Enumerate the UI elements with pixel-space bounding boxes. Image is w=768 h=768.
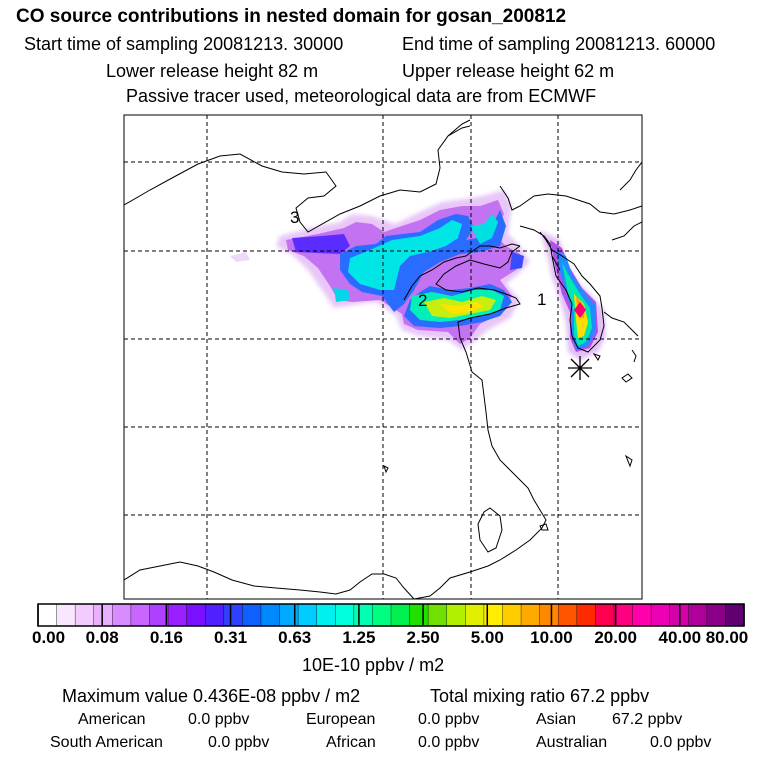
australian-label: Australian bbox=[536, 734, 608, 751]
colorbar-tick-label: 2.50 bbox=[406, 628, 440, 647]
african-label: African bbox=[326, 734, 376, 751]
colorbar-tick-label: 80.00 bbox=[705, 628, 749, 647]
colorbar-unit: 10E-10 ppbv / m2 bbox=[302, 655, 445, 675]
colorbar-tick-label: 0.00 bbox=[32, 628, 66, 647]
colorbar-tick-label: 5.00 bbox=[470, 628, 504, 647]
european-label: European bbox=[306, 711, 376, 728]
colorbar-tick-label: 1.25 bbox=[342, 628, 376, 647]
tracer-info: Passive tracer used, meteorological data… bbox=[126, 86, 597, 106]
asian-label: Asian bbox=[536, 711, 577, 728]
map-panel: 3 2 1 bbox=[123, 114, 643, 600]
lat-lon-grid bbox=[124, 115, 642, 599]
map-label-3: 3 bbox=[290, 208, 299, 227]
south-american-label: South American bbox=[50, 734, 163, 751]
coastlines bbox=[124, 119, 642, 599]
european-value: 0.0 ppbv bbox=[418, 711, 480, 728]
south-american-value: 0.0 ppbv bbox=[208, 734, 270, 751]
map-frame bbox=[123, 114, 643, 600]
african-value: 0.0 ppbv bbox=[418, 734, 480, 751]
plot-title: CO source contributions in nested domain… bbox=[16, 6, 567, 27]
concentration-plume bbox=[230, 190, 606, 360]
colorbar-tick-label: 0.08 bbox=[85, 628, 119, 647]
map-label-2: 2 bbox=[418, 291, 427, 310]
colorbar-tick-label: 20.00 bbox=[594, 628, 637, 647]
maximum-value: Maximum value 0.436E-08 ppbv / m2 bbox=[62, 686, 361, 706]
lower-release-height: Lower release height 82 m bbox=[106, 61, 319, 81]
start-time: Start time of sampling 20081213. 30000 bbox=[24, 34, 344, 54]
colorbar-tick-label: 0.63 bbox=[278, 628, 312, 647]
american-label: American bbox=[78, 711, 146, 728]
australian-value: 0.0 ppbv bbox=[650, 734, 712, 751]
american-value: 0.0 ppbv bbox=[188, 711, 250, 728]
station-star-icon bbox=[568, 356, 592, 380]
upper-release-height: Upper release height 62 m bbox=[402, 61, 615, 81]
asian-value: 67.2 ppbv bbox=[612, 711, 683, 728]
map-label-1: 1 bbox=[537, 290, 546, 309]
colorbar-tick-label: 0.16 bbox=[149, 628, 183, 647]
colorbar-tick-label: 10.00 bbox=[530, 628, 573, 647]
end-time: End time of sampling 20081213. 60000 bbox=[402, 34, 716, 54]
colorbar-tick-label: 0.31 bbox=[213, 628, 248, 647]
colorbar-tick-label: 40.00 bbox=[658, 628, 702, 647]
total-mixing-ratio: Total mixing ratio 67.2 ppbv bbox=[430, 686, 650, 706]
receptor-marker bbox=[574, 302, 586, 318]
